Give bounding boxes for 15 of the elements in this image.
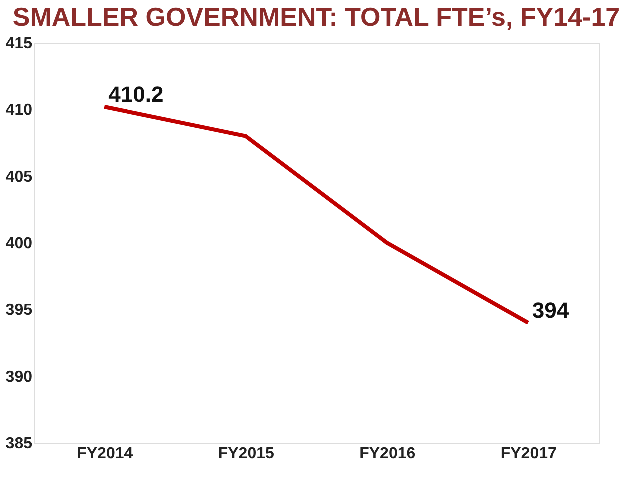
y-tick-label: 400 <box>6 236 33 252</box>
y-tick-label: 395 <box>6 302 33 320</box>
y-tick-label: 405 <box>6 168 33 186</box>
y-tick-label: 385 <box>6 436 33 452</box>
text: 410.2 <box>108 82 164 107</box>
x-tick-label: FY2017 <box>500 446 557 462</box>
y-tick-label: 410 <box>6 102 33 120</box>
y-tick-label: 390 <box>6 368 33 386</box>
chart-title: SMALLER GOVERNMENT: TOTAL FTE’s, FY14-17 <box>12 2 620 32</box>
x-tick-label: FY2015 <box>218 446 274 462</box>
line-series <box>102 105 530 325</box>
y-tick-label: 415 <box>6 36 33 52</box>
x-tick-label: FY2014 <box>77 446 134 462</box>
x-tick-label: FY2016 <box>360 446 416 462</box>
text: 394 <box>532 298 570 323</box>
